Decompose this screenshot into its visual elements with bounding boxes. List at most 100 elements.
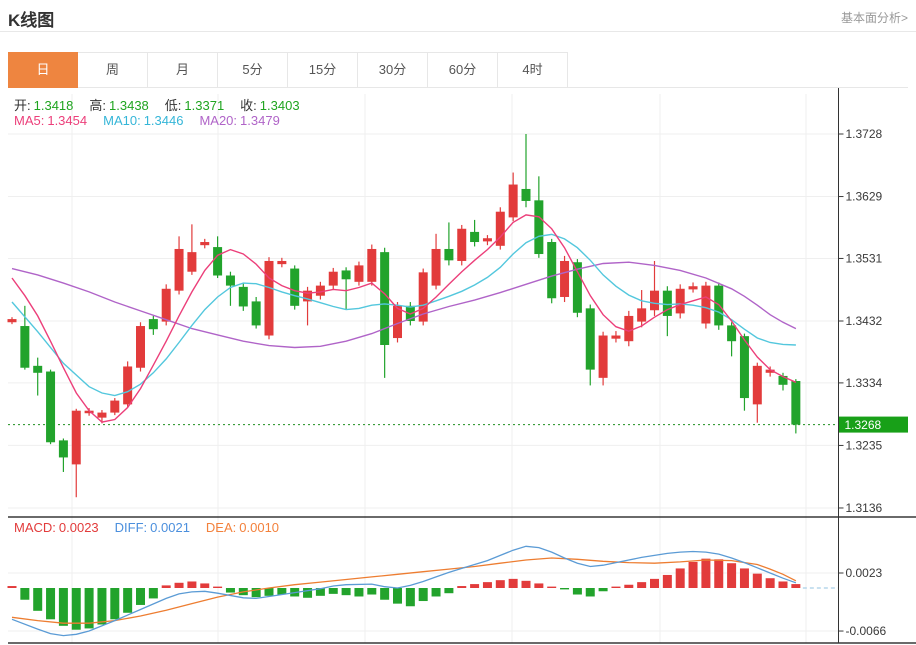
gridlines xyxy=(8,94,838,643)
macd-bar xyxy=(572,588,582,595)
candle-body xyxy=(110,400,120,413)
y-axis-labels: 1.3728 1.3629 1.3531 1.3432 1.3334 1.3235 1.31… xyxy=(838,127,887,638)
candle-body xyxy=(225,275,235,286)
candle-body xyxy=(84,410,94,414)
macd-bar xyxy=(136,588,145,605)
candle-body xyxy=(277,260,287,265)
macd-bar xyxy=(457,586,467,588)
candle-body xyxy=(290,268,300,306)
candle-body xyxy=(444,248,454,261)
candle-body xyxy=(238,286,248,307)
dea-line xyxy=(11,557,797,624)
page-title: K线图 xyxy=(8,11,55,30)
macd-bar xyxy=(393,588,402,604)
candle-body xyxy=(136,326,145,368)
macd-histogram xyxy=(7,558,801,630)
header-divider xyxy=(0,31,916,32)
macd-bar xyxy=(20,588,30,600)
candle-body xyxy=(521,188,531,201)
candle-body xyxy=(495,211,505,246)
svg-text:1.3268: 1.3268 xyxy=(845,418,882,432)
macd-bar xyxy=(521,580,531,588)
fundamental-analysis-link[interactable]: 基本面分析> xyxy=(840,11,908,25)
tab-周[interactable]: 周 xyxy=(78,52,148,88)
macd-bar xyxy=(251,588,261,598)
svg-text:0.0023: 0.0023 xyxy=(846,566,883,580)
macd-bar xyxy=(213,586,223,588)
macd-bar xyxy=(778,581,788,588)
svg-text:1.3629: 1.3629 xyxy=(846,190,883,204)
macd-bar xyxy=(187,581,197,588)
svg-text:1.3531: 1.3531 xyxy=(846,251,883,265)
macd-bar xyxy=(560,588,570,590)
macd-bar xyxy=(534,583,544,588)
candle-body xyxy=(508,184,518,218)
macd-bar xyxy=(701,558,711,588)
tab-60分[interactable]: 60分 xyxy=(428,52,498,88)
macd-bar xyxy=(123,588,133,613)
candle-body xyxy=(148,319,158,330)
macd-bar xyxy=(714,559,724,588)
candle-body xyxy=(611,335,621,339)
macd-bar xyxy=(303,588,313,598)
candle-body xyxy=(251,301,261,326)
candle-body xyxy=(688,286,698,290)
macd-bar xyxy=(431,588,441,597)
tab-5分[interactable]: 5分 xyxy=(218,52,288,88)
macd-bar xyxy=(58,588,68,626)
candle-body xyxy=(675,288,685,314)
macd-bar xyxy=(71,588,81,630)
macd-bar xyxy=(495,580,505,588)
macd-bar xyxy=(7,586,17,588)
macd-bar xyxy=(46,588,56,620)
candle-body xyxy=(752,365,762,405)
tab-月[interactable]: 月 xyxy=(148,52,218,88)
diff-line xyxy=(11,545,797,637)
candle-body xyxy=(354,265,364,282)
macd-bar xyxy=(200,583,210,588)
macd-bar xyxy=(727,563,737,588)
macd-bar xyxy=(637,582,647,588)
candle-body xyxy=(534,200,544,255)
kline-chart-canvas[interactable]: 1.3728 1.3629 1.3531 1.3432 1.3334 1.3235 1.31… xyxy=(0,88,916,645)
candle-body xyxy=(393,305,402,339)
candle-body xyxy=(161,288,171,322)
ma5-line xyxy=(11,214,797,423)
macd-bar xyxy=(611,586,621,588)
macd-bar xyxy=(341,588,351,596)
macd-bar xyxy=(174,582,184,588)
tab-4时[interactable]: 4时 xyxy=(498,52,568,88)
macd-bar xyxy=(444,588,454,594)
svg-text:1.3432: 1.3432 xyxy=(846,314,883,328)
candle-body xyxy=(739,336,749,399)
candle-body xyxy=(482,238,492,242)
candle-body xyxy=(572,262,582,313)
macd-bar xyxy=(650,578,659,588)
candle-body xyxy=(701,285,711,324)
svg-text:1.3334: 1.3334 xyxy=(846,376,883,390)
candle-body xyxy=(33,365,43,373)
candle-body xyxy=(637,308,647,322)
candle-body xyxy=(97,412,107,418)
candle-body xyxy=(778,375,788,385)
macd-bar xyxy=(264,588,274,596)
macd-bar xyxy=(33,588,43,611)
macd-bar xyxy=(148,588,158,599)
candle-body xyxy=(650,290,659,311)
candle-body xyxy=(380,252,390,345)
candle-body xyxy=(624,315,634,342)
tab-15分[interactable]: 15分 xyxy=(288,52,358,88)
macd-bar xyxy=(765,578,775,588)
candle-body xyxy=(367,248,377,282)
timeframe-tabs: 日周月 5分 15分 30分 60分 4时 xyxy=(8,52,908,88)
macd-bar xyxy=(662,574,672,588)
macd-bar xyxy=(739,568,749,588)
tab-日[interactable]: 日 xyxy=(8,52,78,88)
macd-bar xyxy=(482,582,492,588)
candle-body xyxy=(418,272,428,322)
svg-text:-0.0066: -0.0066 xyxy=(846,624,887,638)
candle-body xyxy=(187,252,197,272)
candle-body xyxy=(560,260,570,297)
tab-30分[interactable]: 30分 xyxy=(358,52,428,88)
macd-bar xyxy=(418,588,428,602)
